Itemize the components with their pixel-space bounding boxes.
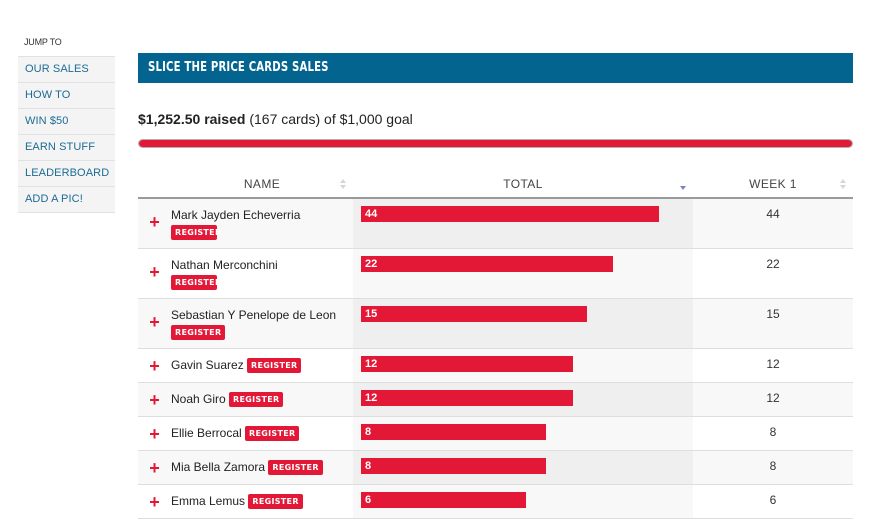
column-header-total[interactable]: TOTAL bbox=[353, 170, 693, 199]
goal-progress-bar bbox=[138, 139, 853, 148]
expand-plus-icon[interactable]: + bbox=[149, 389, 160, 410]
leaderboard-table: NAME TOTAL WEEK 1 + Mark Jayden Echeverr… bbox=[138, 170, 853, 519]
week1-value: 8 bbox=[693, 416, 853, 451]
register-button[interactable]: REGISTER bbox=[171, 274, 221, 290]
week1-value: 44 bbox=[693, 198, 853, 249]
expand-plus-icon[interactable]: + bbox=[149, 212, 160, 232]
table-row: + Ellie Berrocal REGISTER 8 8 bbox=[138, 416, 853, 451]
cards-count: (167 cards) bbox=[249, 111, 321, 127]
total-bar: 22 bbox=[361, 255, 613, 272]
fundraising-summary: $1,252.50 raised (167 cards) of $1,000 g… bbox=[138, 110, 853, 128]
week1-value: 15 bbox=[693, 298, 853, 349]
expand-plus-icon[interactable]: + bbox=[149, 355, 160, 376]
total-value: 22 bbox=[365, 257, 378, 270]
total-bar: 8 bbox=[361, 423, 546, 440]
total-value: 12 bbox=[365, 391, 378, 404]
column-header-expand bbox=[138, 170, 171, 199]
week1-value: 6 bbox=[693, 484, 853, 519]
register-button[interactable]: REGISTER bbox=[268, 459, 323, 475]
table-row: + Sebastian Y Penelope de Leon REGISTER … bbox=[138, 298, 853, 349]
register-button[interactable]: REGISTER bbox=[248, 493, 303, 509]
column-label-week1: WEEK 1 bbox=[749, 176, 797, 191]
register-button[interactable]: REGISTER bbox=[171, 324, 226, 340]
jump-to-sidebar: JUMP TO OUR SALES HOW TO WIN $50 EARN ST… bbox=[18, 36, 115, 213]
table-row: + Emma Lemus REGISTER 6 6 bbox=[138, 484, 853, 519]
jump-to-nav: OUR SALES HOW TO WIN $50 EARN STUFF LEAD… bbox=[18, 56, 115, 213]
register-button[interactable]: REGISTER bbox=[229, 391, 284, 407]
table-header-row: NAME TOTAL WEEK 1 bbox=[138, 170, 853, 199]
nav-item-earn-stuff[interactable]: EARN STUFF bbox=[18, 135, 115, 161]
participant-name: Noah Giro bbox=[171, 391, 226, 406]
jump-to-label: JUMP TO bbox=[24, 37, 62, 47]
total-value: 12 bbox=[365, 357, 378, 370]
expand-plus-icon[interactable]: + bbox=[149, 491, 160, 512]
goal-text: of $1,000 goal bbox=[324, 111, 413, 127]
raised-amount: $1,252.50 bbox=[138, 111, 201, 127]
column-header-week1[interactable]: WEEK 1 bbox=[693, 170, 853, 199]
total-bar: 44 bbox=[361, 206, 659, 222]
participant-name: Gavin Suarez bbox=[171, 357, 244, 372]
expand-plus-icon[interactable]: + bbox=[149, 457, 160, 478]
section-title: SLICE THE PRICE CARDS SALES bbox=[148, 60, 329, 75]
register-button[interactable]: REGISTER bbox=[171, 225, 221, 240]
table-row: + Mark Jayden Echeverria REGISTER 44 44 bbox=[138, 198, 853, 249]
nav-item-how-to[interactable]: HOW TO bbox=[18, 83, 115, 109]
participant-name: Emma Lemus bbox=[171, 493, 246, 508]
total-bar: 6 bbox=[361, 491, 526, 508]
register-button[interactable]: REGISTER bbox=[247, 357, 302, 373]
participant-name: Nathan Merconchini bbox=[171, 257, 278, 272]
sort-both-icon bbox=[340, 179, 347, 190]
sort-both-icon bbox=[840, 179, 847, 190]
total-value: 8 bbox=[365, 459, 372, 472]
week1-value: 12 bbox=[693, 382, 853, 417]
raised-label: raised bbox=[204, 111, 246, 127]
total-bar: 8 bbox=[361, 457, 546, 474]
sort-desc-icon bbox=[680, 179, 687, 190]
total-value: 8 bbox=[365, 425, 372, 438]
goal-progress-fill bbox=[139, 140, 852, 147]
expand-plus-icon[interactable]: + bbox=[149, 311, 160, 332]
sales-section: SLICE THE PRICE CARDS SALES $1,252.50 ra… bbox=[138, 53, 853, 519]
section-title-bar: SLICE THE PRICE CARDS SALES bbox=[138, 53, 853, 83]
table-row: + Gavin Suarez REGISTER 12 12 bbox=[138, 348, 853, 383]
participant-name: Ellie Berrocal bbox=[171, 425, 242, 440]
week1-value: 8 bbox=[693, 450, 853, 485]
nav-item-our-sales[interactable]: OUR SALES bbox=[18, 57, 115, 83]
column-header-name[interactable]: NAME bbox=[171, 170, 353, 199]
week1-value: 12 bbox=[693, 348, 853, 383]
total-bar: 12 bbox=[361, 355, 573, 372]
total-bar: 15 bbox=[361, 305, 587, 322]
participant-name: Mia Bella Zamora bbox=[171, 459, 266, 474]
nav-item-win-50[interactable]: WIN $50 bbox=[18, 109, 115, 135]
total-value: 15 bbox=[365, 307, 378, 320]
participant-name: Mark Jayden Echeverria bbox=[171, 208, 301, 222]
table-row: + Mia Bella Zamora REGISTER 8 8 bbox=[138, 450, 853, 485]
total-bar: 12 bbox=[361, 389, 573, 406]
table-row: + Nathan Merconchini REGISTER 22 22 bbox=[138, 248, 853, 299]
expand-plus-icon[interactable]: + bbox=[149, 423, 160, 444]
column-label-name: NAME bbox=[243, 176, 281, 191]
expand-plus-icon[interactable]: + bbox=[149, 261, 160, 282]
column-label-total: TOTAL bbox=[503, 176, 543, 191]
nav-item-add-a-pic[interactable]: ADD A PIC! bbox=[18, 187, 115, 213]
week1-value: 22 bbox=[693, 248, 853, 299]
nav-item-leaderboard[interactable]: LEADERBOARD bbox=[18, 161, 115, 187]
table-row: + Noah Giro REGISTER 12 12 bbox=[138, 382, 853, 417]
register-button[interactable]: REGISTER bbox=[245, 425, 300, 441]
participant-name: Sebastian Y Penelope de Leon bbox=[171, 307, 337, 322]
total-value: 6 bbox=[365, 493, 372, 506]
total-value: 44 bbox=[365, 208, 378, 220]
